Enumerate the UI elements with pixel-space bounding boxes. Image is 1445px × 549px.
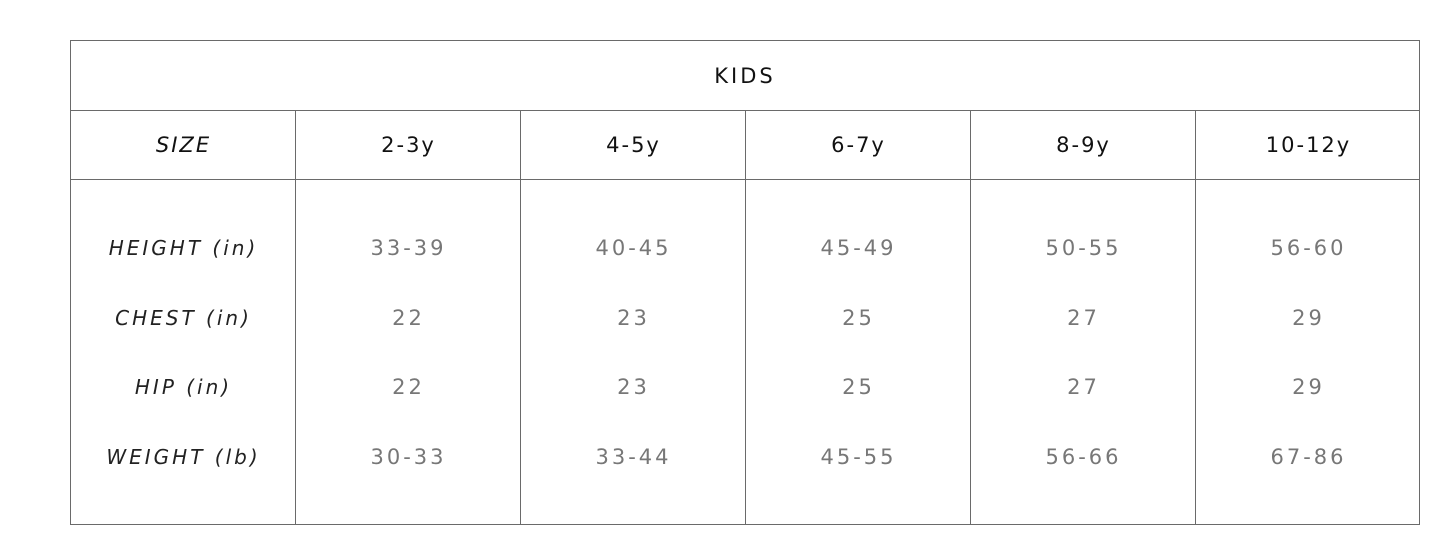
table-cell: 33-39	[370, 236, 447, 260]
table-cell: 23	[617, 375, 650, 399]
table-cell: 67-86	[1270, 445, 1347, 469]
table-cell: 45-49	[820, 236, 897, 260]
table-cell: 22	[392, 306, 425, 330]
table-cell: 30-33	[370, 445, 447, 469]
row-label: HEIGHT (in)	[108, 236, 259, 260]
table-cell: 27	[1067, 375, 1100, 399]
table-cell: 40-45	[595, 236, 672, 260]
column-divider	[970, 110, 971, 524]
table-cell: 45-55	[820, 445, 897, 469]
header-size-column: 8-9y	[1056, 133, 1111, 157]
table-title: KIDS	[71, 41, 1419, 111]
column-divider	[1195, 110, 1196, 524]
table-cell: 33-44	[595, 445, 672, 469]
header-size-column: 6-7y	[831, 133, 886, 157]
header-size-column: 4-5y	[606, 133, 661, 157]
table-cell: 50-55	[1045, 236, 1122, 260]
table-cell: 29	[1292, 375, 1325, 399]
row-label: HIP (in)	[134, 375, 233, 399]
header-size-column: 10-12y	[1265, 133, 1352, 157]
header-size-column: 2-3y	[381, 133, 436, 157]
table-cell: 22	[392, 375, 425, 399]
table-cell: 27	[1067, 306, 1100, 330]
table-cell: 23	[617, 306, 650, 330]
table-cell: 56-66	[1045, 445, 1122, 469]
table-cell: 25	[842, 306, 875, 330]
table-cell: 25	[842, 375, 875, 399]
table-cell: 29	[1292, 306, 1325, 330]
column-divider	[295, 110, 296, 524]
row-label: WEIGHT (lb)	[106, 445, 261, 469]
header-size-label: SIZE	[155, 133, 212, 157]
table-cell: 56-60	[1270, 236, 1347, 260]
size-chart-table: KIDS SIZE 2-3y 4-5y 6-7y 8-9y 10-12y HEIGHT (i…	[70, 40, 1420, 525]
row-label: CHEST (in)	[115, 306, 252, 330]
column-divider	[520, 110, 521, 524]
column-divider	[745, 110, 746, 524]
